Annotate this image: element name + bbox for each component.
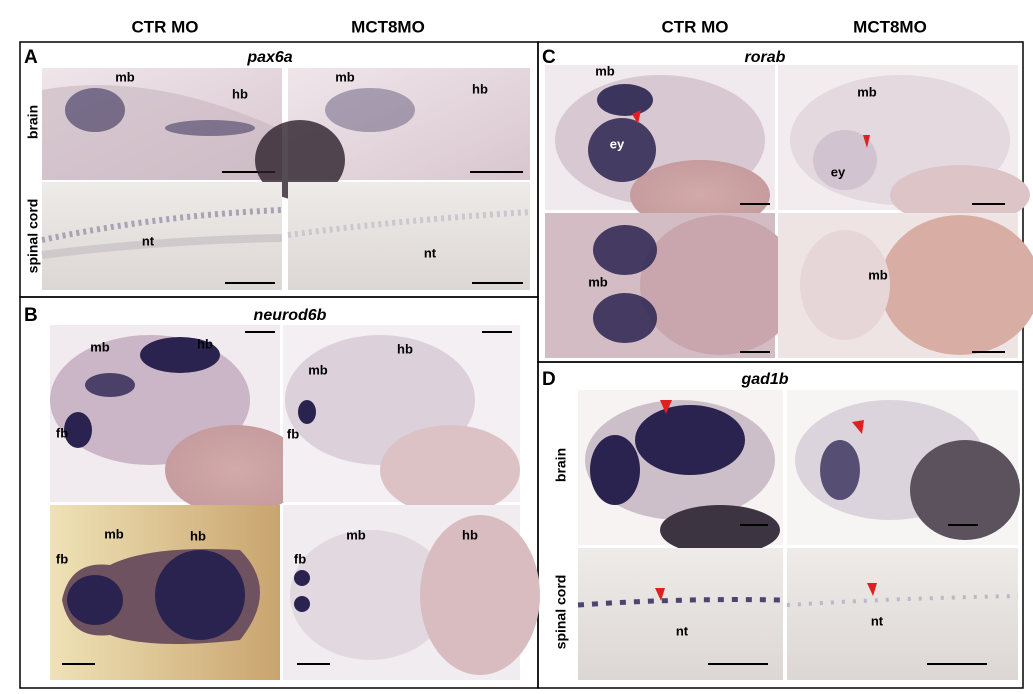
micrograph [545, 65, 775, 230]
annotation: nt [871, 613, 884, 628]
annotation: hb [397, 341, 413, 356]
annotation: ey [610, 136, 625, 151]
annotation: ey [831, 164, 846, 179]
annotation: mb [868, 267, 888, 282]
column-header: CTR MO [661, 17, 728, 36]
annotation: mb [595, 63, 615, 78]
gene-name: rorab [745, 49, 786, 66]
gene-name: pax6a [246, 49, 292, 66]
annotation: mb [90, 339, 110, 354]
micrograph [577, 548, 784, 680]
annotation: fb [294, 551, 306, 566]
annotation: nt [424, 245, 437, 260]
panel-letter: A [24, 47, 38, 68]
micrograph [50, 325, 305, 515]
micrograph [545, 213, 800, 358]
annotation: mb [335, 69, 355, 84]
annotation: hb [190, 528, 206, 543]
micrograph [778, 65, 1030, 225]
micrograph [283, 325, 520, 515]
panel-letter: B [24, 305, 38, 326]
micrograph [41, 182, 283, 290]
row-label: spinal cord [25, 199, 41, 274]
micrograph [778, 213, 1033, 358]
micrograph [287, 182, 531, 290]
annotation: hb [462, 527, 478, 542]
column-header: MCT8MO [853, 17, 927, 36]
annotation: fb [56, 551, 68, 566]
gene-name: gad1b [740, 371, 788, 388]
annotation: mb [104, 526, 124, 541]
annotation: mb [346, 527, 366, 542]
micrograph [50, 505, 280, 680]
annotation: hb [472, 81, 488, 96]
annotation: fb [56, 425, 68, 440]
annotation: nt [142, 233, 155, 248]
micrograph [578, 390, 783, 555]
micrograph [787, 390, 1020, 545]
micrograph [786, 548, 1019, 680]
column-header: CTR MO [131, 17, 198, 36]
micrograph [283, 505, 540, 680]
gene-name: neurod6b [254, 307, 327, 324]
annotation: mb [857, 84, 877, 99]
annotation: mb [115, 69, 135, 84]
panel-frame [537, 361, 1024, 689]
annotation: mb [308, 362, 328, 377]
panel-letter: D [542, 369, 556, 390]
column-header: MCT8MO [351, 17, 425, 36]
row-label: brain [25, 105, 41, 139]
micrograph [42, 68, 282, 180]
row-label: brain [553, 448, 569, 482]
annotation: fb [287, 426, 299, 441]
annotation: mb [588, 274, 608, 289]
annotation: hb [232, 86, 248, 101]
annotation: hb [197, 336, 213, 351]
annotation: nt [676, 623, 689, 638]
row-label: spinal cord [553, 575, 569, 650]
micrograph [255, 68, 530, 200]
panel-letter: C [542, 47, 556, 68]
